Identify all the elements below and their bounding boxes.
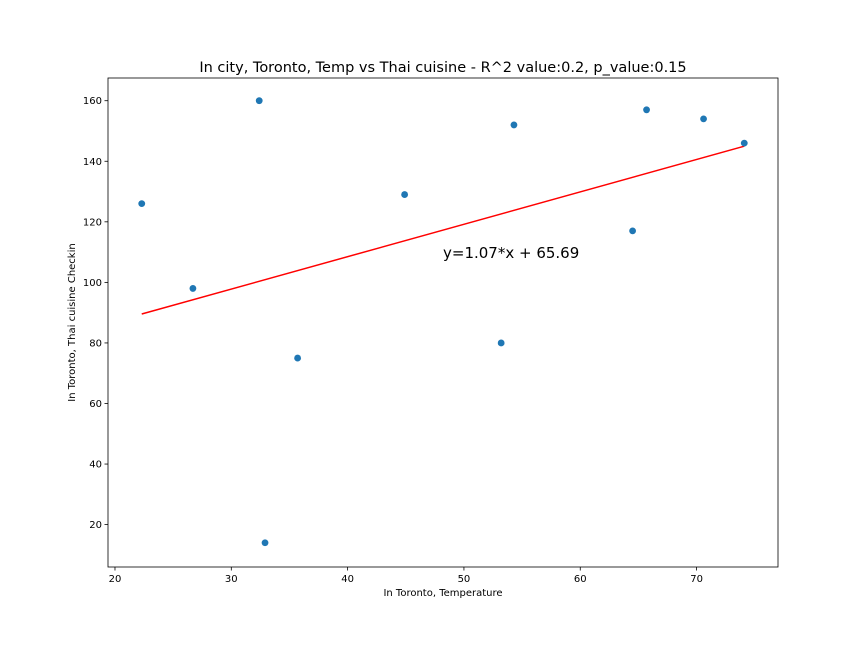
data-point <box>497 339 505 347</box>
y-axis-label: In Toronto, Thai cuisine Checkin <box>67 243 78 401</box>
data-point <box>510 121 518 129</box>
x-axis-label: In Toronto, Temperature <box>383 588 502 599</box>
plot-area: y=1.07*x + 65.69 <box>138 97 748 547</box>
regression-line <box>141 145 745 315</box>
data-point <box>189 285 197 292</box>
x-tick-label: 20 <box>109 574 122 585</box>
y-tick-label: 20 <box>89 520 102 531</box>
data-point <box>255 97 263 105</box>
y-tick-label: 60 <box>89 399 102 410</box>
y-tick-label: 40 <box>89 460 102 471</box>
x-axis-ticks: 20 30 40 50 60 70 <box>109 567 703 585</box>
x-tick-label: 60 <box>574 574 587 585</box>
y-tick-label: 120 <box>83 217 102 228</box>
x-tick-label: 50 <box>458 574 471 585</box>
y-tick-label: 140 <box>83 157 102 168</box>
data-point <box>740 139 748 147</box>
y-tick-label: 100 <box>83 278 102 289</box>
x-tick-label: 30 <box>225 574 238 585</box>
y-axis-ticks: 20 40 60 80 100 120 140 160 <box>83 96 108 531</box>
data-point <box>700 115 707 123</box>
x-tick-label: 40 <box>341 574 354 585</box>
data-point <box>643 106 650 114</box>
data-point <box>401 191 409 198</box>
y-tick-label: 80 <box>89 338 102 349</box>
data-point <box>261 539 269 547</box>
data-point <box>138 200 146 208</box>
chart-title: In city, Toronto, Temp vs Thai cuisine -… <box>199 60 686 76</box>
regression-equation: y=1.07*x + 65.69 <box>443 244 579 262</box>
y-tick-label: 160 <box>83 96 102 107</box>
data-point <box>294 354 302 362</box>
data-point <box>629 227 637 235</box>
axes-frame <box>107 77 779 568</box>
x-tick-label: 70 <box>690 574 703 585</box>
